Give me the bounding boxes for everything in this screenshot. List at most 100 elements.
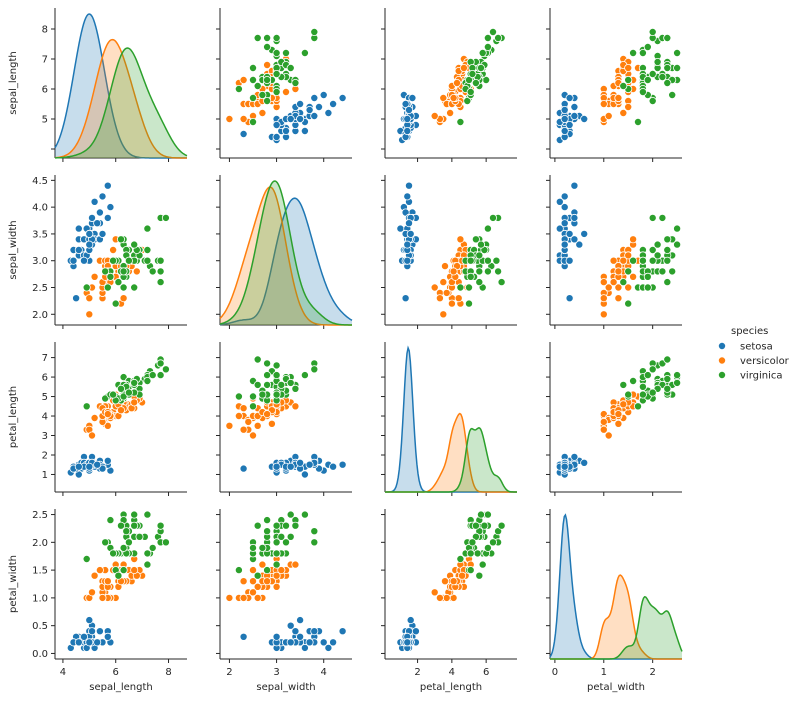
y-axis-label: sepal_length: [8, 51, 19, 115]
point-setosa: [74, 224, 83, 233]
y-tick-label: 1: [42, 470, 48, 481]
point-versicolor: [239, 404, 248, 413]
point-setosa: [88, 627, 97, 636]
legend-label-setosa: setosa: [740, 342, 773, 353]
point-versicolor: [619, 400, 628, 409]
y-tick-label: 4.5: [32, 176, 48, 187]
legend-marker-versicolor: [718, 356, 727, 365]
kde-fill-virginica: [220, 181, 352, 325]
point-versicolor: [130, 398, 139, 407]
point-setosa: [74, 462, 83, 471]
point-setosa: [403, 127, 412, 136]
point-setosa: [310, 627, 319, 636]
point-virginica: [463, 97, 472, 106]
point-virginica: [488, 538, 497, 547]
point-virginica: [624, 267, 633, 276]
point-setosa: [404, 106, 413, 115]
point-virginica: [638, 88, 647, 97]
point-versicolor: [225, 115, 234, 124]
point-setosa: [560, 106, 569, 115]
point-setosa: [570, 103, 579, 112]
point-virginica: [258, 91, 267, 100]
point-virginica: [82, 283, 91, 292]
point-virginica: [663, 384, 672, 393]
point-virginica: [263, 380, 272, 389]
point-virginica: [488, 213, 497, 222]
panels: 5 6 7 8 sepal_length 2.0 2.5 3.0 3.5 4.0 4.5 sepal_…: [8, 8, 683, 693]
point-virginica: [253, 34, 262, 43]
point-setosa: [272, 462, 281, 471]
point-versicolor: [624, 64, 633, 73]
point-setosa: [93, 638, 102, 647]
point-virginica: [258, 543, 267, 552]
point-setosa: [69, 256, 78, 265]
point-virginica: [619, 82, 628, 91]
panel-sepal_length-vs-petal_width: [546, 8, 682, 162]
point-virginica: [161, 213, 170, 222]
legend-label-versicolor: versicolor: [740, 356, 790, 367]
point-virginica: [648, 70, 657, 79]
point-setosa: [272, 121, 281, 130]
panel-sepal_width-vs-sepal_length: 2.0 2.5 3.0 3.5 4.0 4.5 sepal_width: [8, 175, 187, 329]
point-virginica: [643, 76, 652, 85]
point-versicolor: [88, 431, 97, 440]
point-virginica: [668, 91, 677, 100]
point-virginica: [466, 272, 475, 281]
point-virginica: [156, 267, 165, 276]
point-virginica: [471, 235, 480, 244]
kde-line-versicolor: [219, 186, 352, 326]
y-tick-label: 0.0: [32, 649, 48, 660]
point-virginica: [119, 267, 128, 276]
point-versicolor: [130, 566, 139, 575]
point-versicolor: [439, 278, 448, 287]
panel-petal_length-vs-sepal_length: 1 2 3 4 5 6 7 petal_length: [8, 342, 187, 496]
legend: species setosa versicolor virginica: [718, 326, 790, 382]
point-virginica: [263, 359, 272, 368]
point-setosa: [103, 213, 112, 222]
x-tick-label: 4: [60, 667, 66, 678]
point-setosa: [560, 219, 569, 228]
point-virginica: [286, 64, 295, 73]
x-tick-label: 2: [226, 667, 232, 678]
y-tick-label: 8: [42, 25, 48, 36]
point-virginica: [263, 43, 272, 52]
point-versicolor: [90, 272, 99, 281]
point-setosa: [72, 294, 81, 303]
point-setosa: [570, 235, 579, 244]
point-virginica: [272, 34, 281, 43]
point-virginica: [156, 278, 165, 287]
kde-fill-versicolor: [220, 187, 352, 325]
point-setosa: [555, 224, 564, 233]
point-virginica: [82, 555, 91, 564]
point-virginica: [106, 516, 115, 525]
y-tick-label: 3: [42, 431, 48, 442]
point-virginica: [272, 49, 281, 58]
point-virginica: [263, 566, 272, 575]
point-virginica: [648, 97, 657, 106]
point-setosa: [103, 456, 112, 465]
point-virginica: [629, 256, 638, 265]
point-setosa: [570, 181, 579, 190]
point-versicolor: [454, 294, 463, 303]
point-virginica: [310, 365, 319, 374]
point-virginica: [476, 510, 485, 519]
point-versicolor: [449, 94, 458, 103]
point-virginica: [673, 240, 682, 249]
point-virginica: [658, 267, 667, 276]
point-setosa: [329, 462, 338, 471]
panel-sepal_width-vs-petal_length: [381, 175, 517, 329]
point-virginica: [248, 94, 257, 103]
point-setosa: [90, 197, 99, 206]
point-virginica: [643, 283, 652, 292]
point-virginica: [473, 549, 482, 558]
y-tick-label: 0.5: [32, 621, 48, 632]
point-virginica: [263, 516, 272, 525]
point-versicolor: [624, 251, 633, 260]
point-setosa: [95, 627, 104, 636]
point-versicolor: [604, 431, 613, 440]
point-setosa: [296, 115, 305, 124]
point-virginica: [471, 79, 480, 88]
point-versicolor: [90, 413, 99, 422]
point-setosa: [305, 638, 314, 647]
